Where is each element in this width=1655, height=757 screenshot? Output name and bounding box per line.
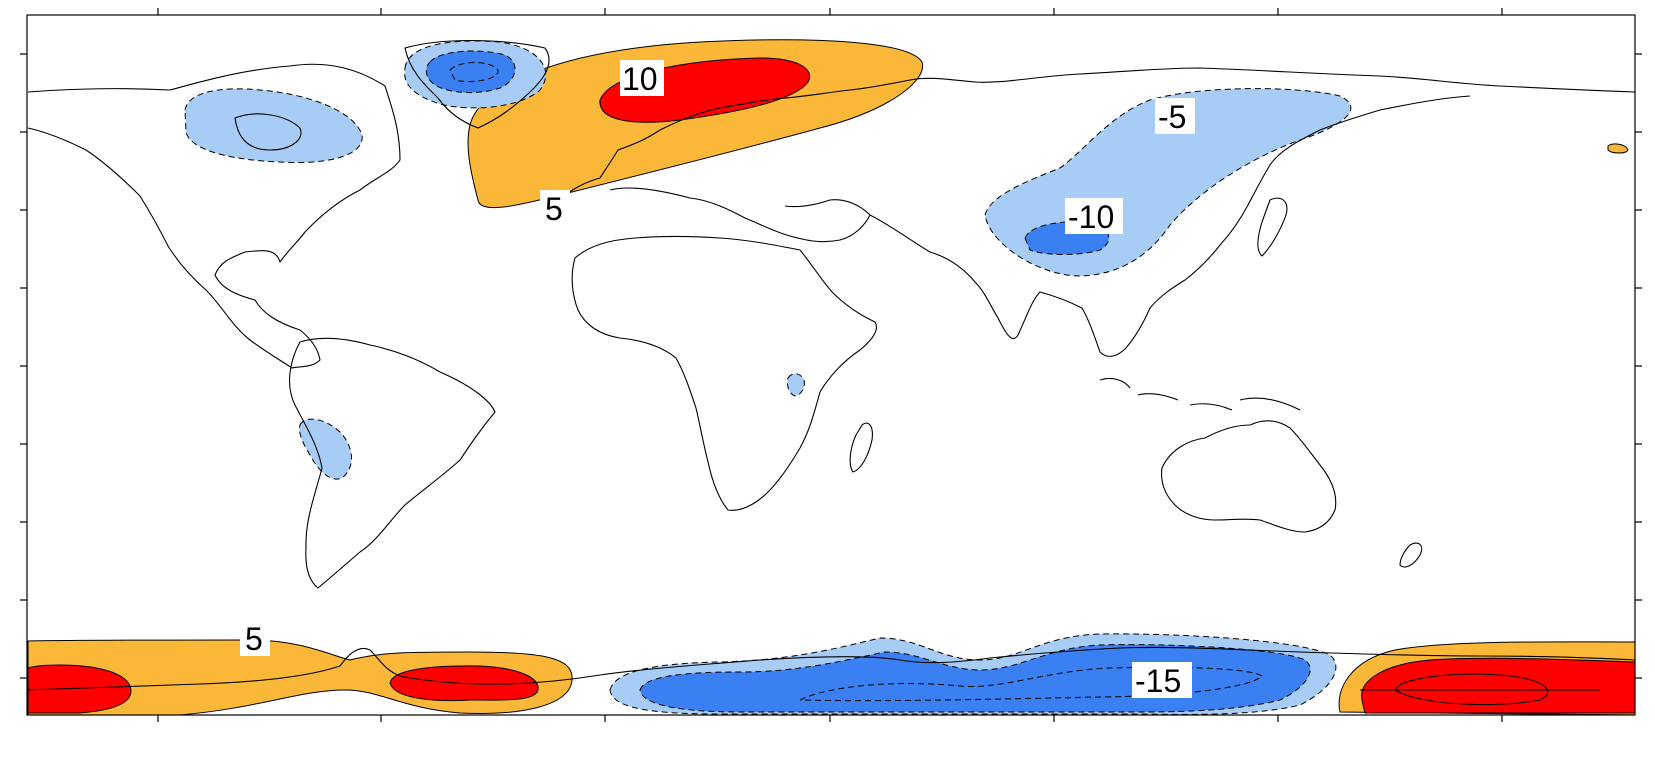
greenland-negative-10-region <box>425 50 516 94</box>
axis-ticks <box>20 8 1642 722</box>
europe-coastline <box>559 67 1636 201</box>
andes-negative-5-region <box>299 418 352 480</box>
australia-coastline <box>1161 420 1337 533</box>
antarctica-coastline <box>27 646 1636 691</box>
label-europe-5: 5 <box>545 191 563 227</box>
north-america-coastline <box>27 63 401 369</box>
south-positive-10-region-west-a <box>27 664 132 714</box>
greenland-coastline <box>404 39 550 129</box>
anomaly-regions <box>27 39 1636 716</box>
contour-labels: 10 5 -5 -10 5 -15 <box>240 60 1195 699</box>
label-asia-neg5: -5 <box>1158 99 1186 135</box>
label-europe-10: 10 <box>622 61 658 97</box>
coastlines <box>27 39 1636 691</box>
south-positive-10-region-east <box>1361 657 1636 714</box>
label-south-neg15: -15 <box>1135 663 1181 699</box>
canada-negative-5-region <box>184 88 363 163</box>
label-asia-neg10: -10 <box>1068 199 1114 235</box>
pacific-positive-5-region <box>1607 143 1629 154</box>
asia-coastline <box>869 95 1471 357</box>
east-africa-negative-5-region <box>786 373 805 397</box>
africa-coastline <box>571 235 878 511</box>
map-frame <box>26 14 1636 716</box>
south-negative-10-region <box>639 644 1311 713</box>
label-south-5: 5 <box>245 621 263 657</box>
south-america-coastline <box>289 337 496 589</box>
europe-positive-5-region <box>467 39 924 209</box>
